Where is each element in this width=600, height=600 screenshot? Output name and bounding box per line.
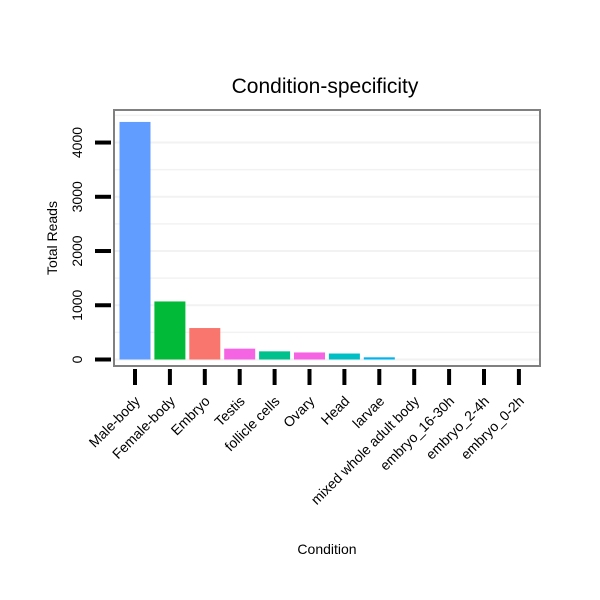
y-axis-title: Total Reads xyxy=(44,201,60,275)
bar-head xyxy=(328,353,360,360)
x-axis-title: Condition xyxy=(297,541,356,557)
y-tick-label: 1000 xyxy=(69,289,85,320)
y-tick-label: 0 xyxy=(69,355,85,363)
plot-panel xyxy=(113,109,541,367)
bar-male-body xyxy=(119,121,151,360)
bar-female-body xyxy=(154,301,186,360)
y-tick-label: 3000 xyxy=(69,181,85,212)
y-tick-label: 2000 xyxy=(69,235,85,266)
bar-larvae xyxy=(363,357,395,360)
y-tick-label: 4000 xyxy=(69,127,85,158)
bars xyxy=(119,121,395,360)
y-axis: 0 1000 2000 3000 4000 xyxy=(69,127,111,363)
bar-follicle-cells xyxy=(259,351,291,360)
bar-embryo xyxy=(189,328,221,360)
chart-title: Condition-specificity xyxy=(232,75,419,98)
bar-testis xyxy=(224,348,256,360)
bar-ovary xyxy=(294,352,325,360)
